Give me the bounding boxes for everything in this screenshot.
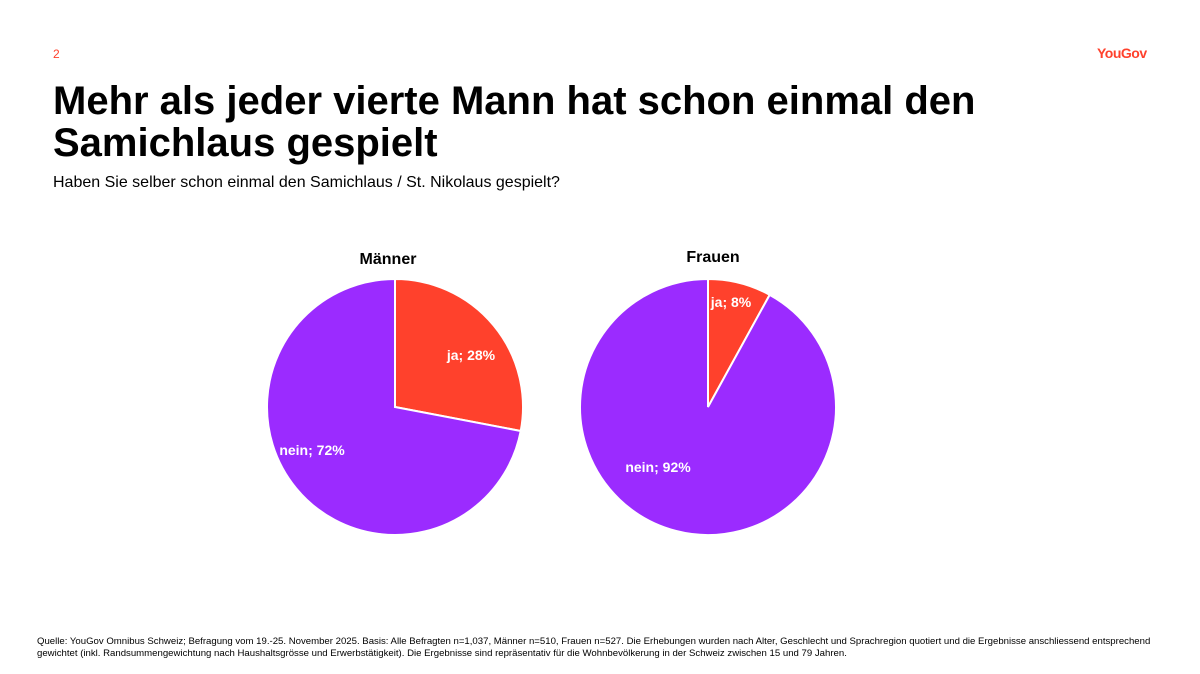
page-number: 2	[53, 47, 60, 61]
source-footnote: Quelle: YouGov Omnibus Schweiz; Befragun…	[37, 636, 1151, 659]
yougov-logo: YouGov	[1097, 45, 1147, 61]
question-subtitle: Haben Sie selber schon einmal den Samich…	[53, 174, 560, 191]
data-label-frauen-ja: ja; 8%	[710, 294, 752, 310]
pie-slice-männer-nein	[266, 277, 522, 536]
pie-slice-männer-ja	[394, 277, 524, 433]
pie-slice-frauen-nein	[579, 277, 837, 536]
data-label-frauen-nein: nein; 92%	[625, 459, 691, 475]
chart-title-maenner: Männer	[359, 251, 417, 268]
page-title: Mehr als jeder vierte Mann hat schon ein…	[53, 79, 976, 165]
chart-title-frauen: Frauen	[686, 249, 740, 266]
data-label-maenner-ja: ja; 28%	[446, 347, 496, 363]
data-label-maenner-nein: nein; 72%	[279, 442, 345, 458]
